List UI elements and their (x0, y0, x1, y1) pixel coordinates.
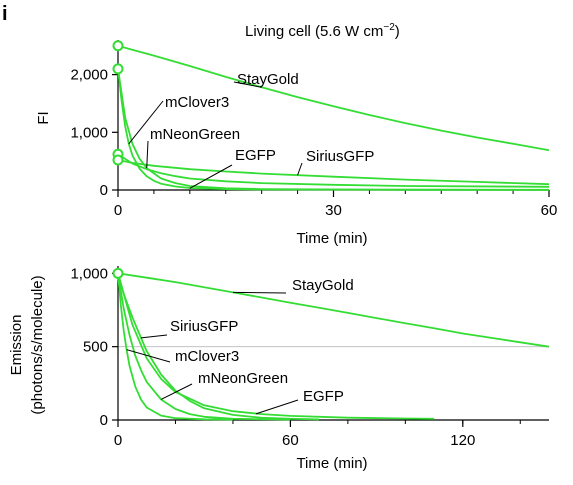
series-label-mclover3: mClover3 (175, 348, 239, 365)
start-marker (112, 154, 124, 166)
emission-chart: 0 60 120 0 500 1,000 StayGold SiriusGFP mClover… (8, 265, 550, 472)
series-line-egfp (117, 273, 435, 420)
series-label-mclover3: mClover3 (165, 94, 229, 111)
series-line-staygold (117, 44, 550, 152)
start-marker (112, 63, 124, 75)
x-tick-label: 60 (541, 202, 558, 219)
y-tick-label: 2,000 (70, 67, 108, 84)
y-tick-label: 0 (100, 412, 108, 429)
label-leader-mneongreen (160, 383, 193, 400)
series-label-siriusgfp: SiriusGFP (306, 148, 374, 165)
series-label-egfp: EGFP (303, 388, 344, 405)
y-tick-label: 0 (100, 182, 108, 199)
series-line-mclover3 (117, 273, 233, 421)
x-tick-label: 0 (114, 432, 122, 449)
x-tick-label: 30 (325, 202, 342, 219)
series-line-siriusgfp (117, 273, 320, 421)
x-tick-label: 120 (450, 432, 475, 449)
emission-y-axis-label: Emission (8, 315, 25, 376)
fi-start-markers (112, 40, 124, 166)
y-tick-label: 500 (83, 339, 108, 356)
series-line-siriusgfp (117, 159, 550, 186)
series-label-egfp: EGFP (235, 147, 276, 164)
panel-label: i (2, 3, 8, 25)
fi-x-axis-label: Time (min) (296, 230, 367, 247)
emission-y-axis-label-units: (photons/s/molecule) (29, 275, 46, 414)
series-line-egfp (117, 153, 550, 188)
fi-y-axis-label: FI (35, 111, 52, 124)
label-leader-mneongreen (146, 140, 149, 169)
label-leader-siriusgfp (140, 334, 168, 339)
series-label-mneongreen: mNeonGreen (150, 126, 240, 143)
x-tick-label: 60 (282, 432, 299, 449)
label-leader-mclover3 (128, 100, 164, 145)
label-leader-siriusgfp (297, 162, 303, 176)
series-label-staygold: StayGold (292, 277, 354, 294)
fi-series-labels: StayGold mClover3 mNeonGreen EGFP SiriusGFP (128, 71, 374, 189)
start-marker (112, 40, 124, 52)
series-label-staygold: StayGold (237, 71, 299, 88)
fi-axes: 0 30 60 0 1,000 2,000 (70, 40, 557, 219)
series-label-siriusgfp: SiriusGFP (170, 318, 238, 335)
emission-x-axis-label: Time (min) (296, 455, 367, 472)
y-tick-label: 1,000 (70, 124, 108, 141)
emission-series-labels: StayGold SiriusGFP mClover3 mNeonGreen EGFP (126, 277, 354, 415)
start-marker (112, 267, 124, 279)
x-tick-label: 0 (114, 202, 122, 219)
chart-title: Living cell (5.6 W cm−2) (245, 22, 400, 40)
label-leader-staygold (233, 81, 262, 88)
label-leader-mclover3 (126, 349, 171, 363)
fi-lines (117, 44, 550, 191)
series-line-mneongreen (117, 273, 291, 421)
label-leader-egfp (189, 164, 233, 189)
emission-start-markers (112, 267, 124, 279)
label-leader-staygold (232, 291, 287, 294)
y-tick-label: 1,000 (70, 265, 108, 282)
series-label-mneongreen: mNeonGreen (198, 370, 288, 387)
series-line-mneongreen (117, 68, 550, 191)
label-leader-egfp (255, 399, 299, 415)
series-line-staygold (117, 272, 550, 348)
emission-lines (117, 272, 550, 421)
emission-axes: 0 60 120 0 500 1,000 (70, 265, 549, 449)
fi-chart: Living cell (5.6 W cm−2) 0 30 60 0 1,000 2,00… (35, 22, 557, 247)
